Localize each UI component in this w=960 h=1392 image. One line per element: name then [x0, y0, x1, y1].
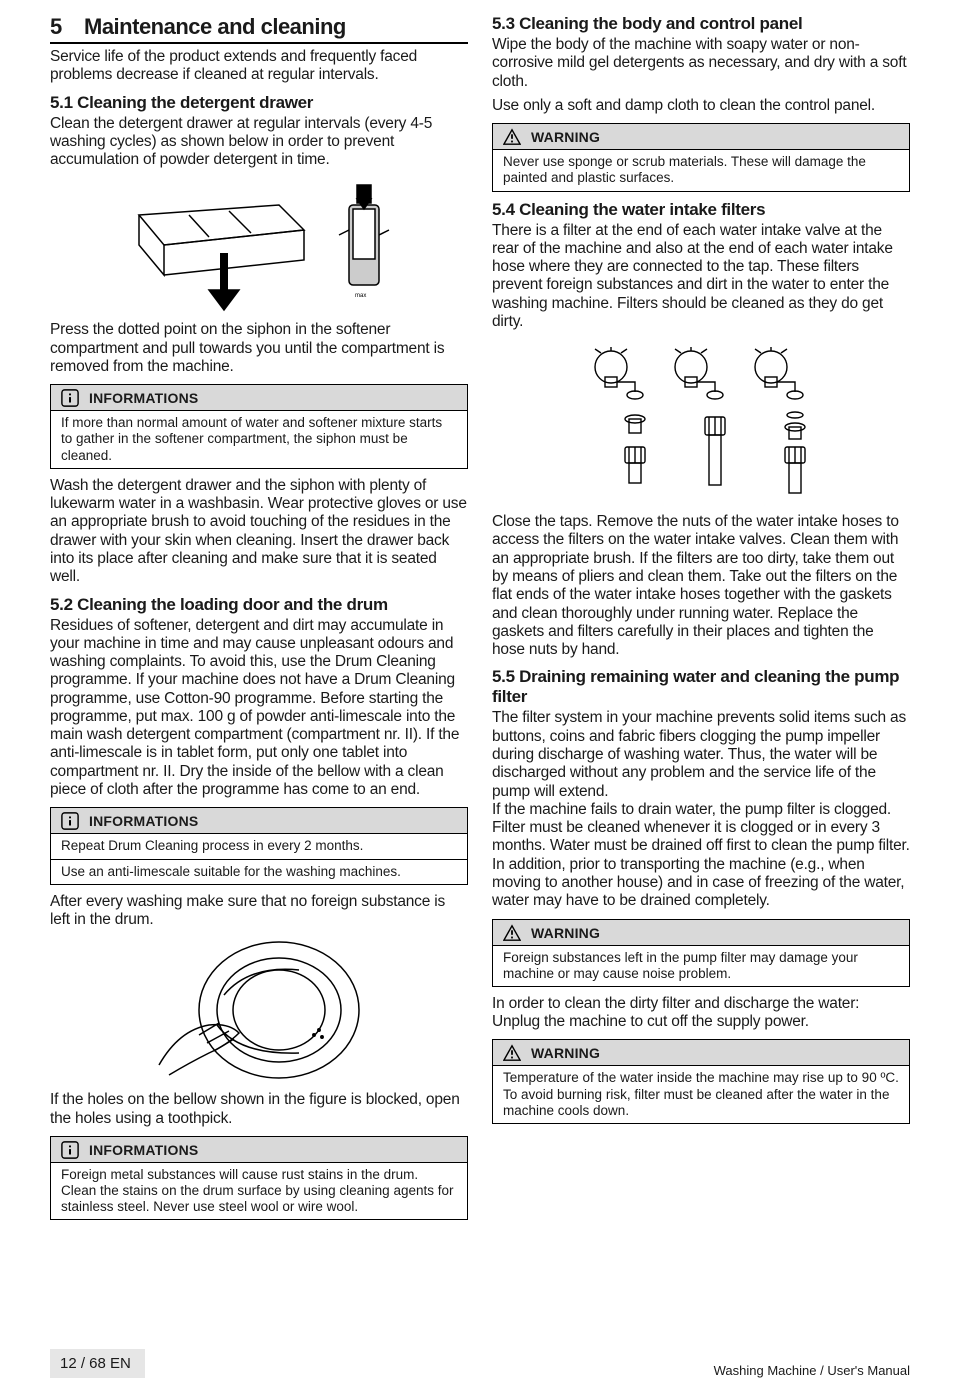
- paragraph: Clean the detergent drawer at regular in…: [50, 115, 468, 170]
- svg-text:max: max: [355, 293, 366, 299]
- heading-5-5: 5.5 Draining remaining water and cleanin…: [492, 667, 910, 707]
- section-title-text: Maintenance and cleaning: [84, 14, 346, 39]
- info-callout: INFORMATIONS Foreign metal substances wi…: [50, 1136, 468, 1221]
- section-title: 5Maintenance and cleaning: [50, 14, 468, 44]
- callout-text: Temperature of the water inside the mach…: [493, 1066, 909, 1123]
- callout-title: INFORMATIONS: [89, 1142, 198, 1158]
- paragraph: Residues of softener, detergent and dirt…: [50, 617, 468, 800]
- figure-water-filters: [571, 337, 831, 507]
- intro-paragraph: Service life of the product extends and …: [50, 48, 468, 85]
- warning-callout: WARNING Temperature of the water inside …: [492, 1039, 910, 1124]
- section-number: 5: [50, 14, 84, 40]
- callout-title: WARNING: [531, 129, 600, 145]
- callout-title: WARNING: [531, 925, 600, 941]
- page-number: 12 / 68 EN: [50, 1349, 145, 1378]
- right-column: 5.3 Cleaning the body and control panel …: [492, 14, 910, 1228]
- paragraph: The filter system in your machine preven…: [492, 709, 910, 800]
- heading-5-2: 5.2 Cleaning the loading door and the dr…: [50, 595, 468, 615]
- info-icon: [61, 389, 79, 407]
- paragraph: Wipe the body of the machine with soapy …: [492, 36, 910, 91]
- figure-drum-door: [139, 935, 379, 1085]
- paragraph: Wash the detergent drawer and the siphon…: [50, 477, 468, 587]
- page-footer: 12 / 68 EN Washing Machine / User's Manu…: [0, 1349, 960, 1378]
- warning-icon: [503, 924, 521, 942]
- paragraph: In addition, prior to transporting the m…: [492, 856, 910, 911]
- paragraph: Use only a soft and damp cloth to clean …: [492, 97, 910, 115]
- callout-text: If more than normal amount of water and …: [51, 411, 467, 468]
- heading-5-3: 5.3 Cleaning the body and control panel: [492, 14, 910, 34]
- warning-callout: WARNING Foreign substances left in the p…: [492, 919, 910, 987]
- callout-text: Foreign substances left in the pump filt…: [493, 946, 909, 986]
- callout-title: INFORMATIONS: [89, 813, 198, 829]
- callout-text: Never use sponge or scrub materials. The…: [493, 150, 909, 190]
- paragraph: If the holes on the bellow shown in the …: [50, 1091, 468, 1128]
- document-title: Washing Machine / User's Manual: [714, 1363, 910, 1378]
- heading-5-4: 5.4 Cleaning the water intake filters: [492, 200, 910, 220]
- paragraph: If the machine fails to drain water, the…: [492, 801, 910, 856]
- callout-title: WARNING: [531, 1045, 600, 1061]
- callout-text: Use an anti-limescale suitable for the w…: [51, 859, 467, 884]
- callout-text: Repeat Drum Cleaning process in every 2 …: [51, 834, 467, 858]
- left-column: 5Maintenance and cleaning Service life o…: [50, 14, 468, 1228]
- warning-icon: [503, 1044, 521, 1062]
- figure-detergent-drawer: max: [109, 175, 409, 315]
- paragraph: There is a filter at the end of each wat…: [492, 222, 910, 332]
- heading-5-1: 5.1 Cleaning the detergent drawer: [50, 93, 468, 113]
- info-icon: [61, 812, 79, 830]
- info-icon: [61, 1141, 79, 1159]
- callout-title: INFORMATIONS: [89, 390, 198, 406]
- paragraph: In order to clean the dirty filter and d…: [492, 995, 910, 1032]
- info-callout: INFORMATIONS Repeat Drum Cleaning proces…: [50, 807, 468, 884]
- paragraph: Press the dotted point on the siphon in …: [50, 321, 468, 376]
- warning-icon: [503, 128, 521, 146]
- info-callout: INFORMATIONS If more than normal amount …: [50, 384, 468, 469]
- callout-text: Foreign metal substances will cause rust…: [51, 1163, 467, 1220]
- paragraph: Close the taps. Remove the nuts of the w…: [492, 513, 910, 659]
- paragraph: After every washing make sure that no fo…: [50, 893, 468, 930]
- warning-callout: WARNING Never use sponge or scrub materi…: [492, 123, 910, 191]
